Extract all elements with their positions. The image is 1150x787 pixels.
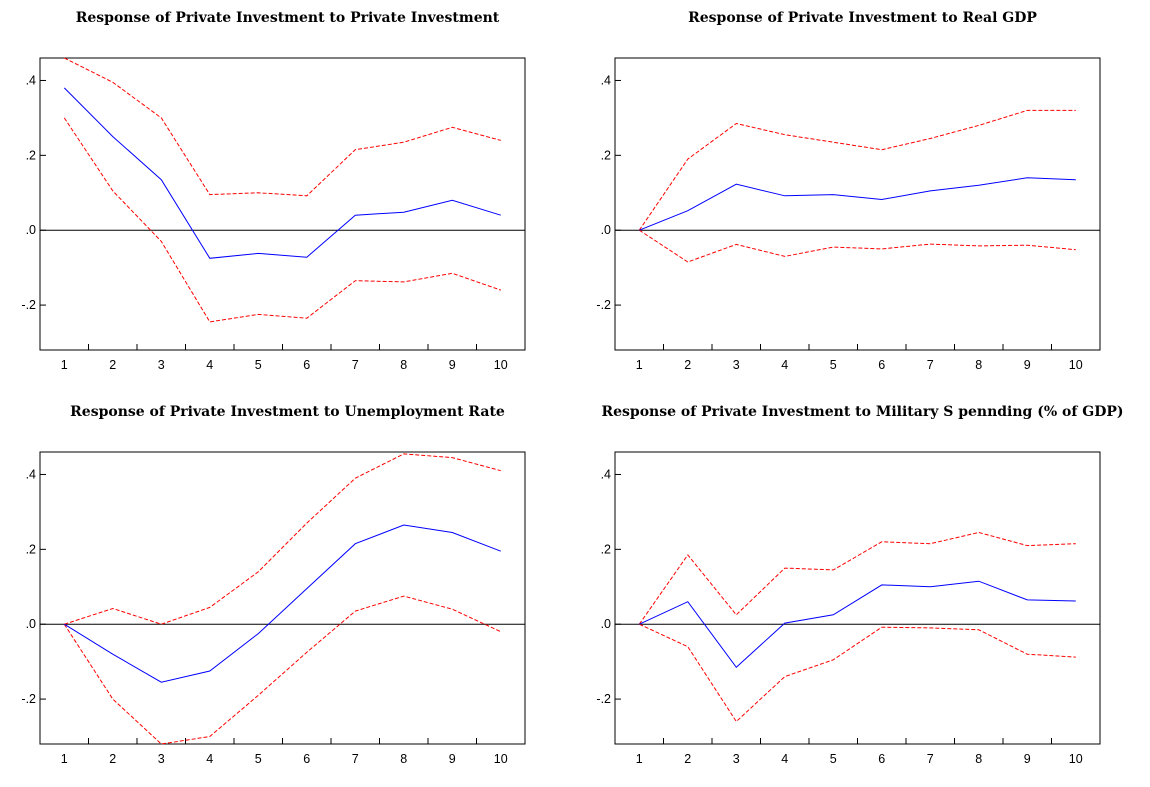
y-tick-label: .0 [26, 223, 36, 237]
chart-panel-private-investment: Response of Private Investment to Privat… [0, 0, 575, 393]
y-tick-label: -.2 [596, 298, 611, 312]
chart-plot: .4 .2 .0 -.2 1 2 3 4 5 6 7 8 9 10 [596, 451, 1101, 766]
y-tick-label: .0 [26, 617, 36, 631]
x-tick-label: 5 [255, 752, 262, 766]
chart-title: Response of Private Investment to Milita… [601, 404, 1124, 420]
lower-band-line [63, 595, 502, 745]
y-tick-label: .0 [601, 223, 611, 237]
plot-frame [614, 57, 1101, 351]
x-tick-label: 3 [733, 358, 740, 372]
x-tick-label: 1 [636, 752, 643, 766]
chart-plot: .4 .2 .0 -.2 1 2 3 4 5 6 7 8 9 10 [596, 57, 1101, 372]
x-tick-label: 5 [255, 358, 262, 372]
upper-band-line [64, 57, 501, 197]
chart-title: Response of Private Investment to Unempl… [70, 404, 505, 420]
x-tick-label: 8 [975, 752, 982, 766]
x-tick-label: 5 [830, 752, 837, 766]
x-tick-label: 4 [781, 752, 788, 766]
x-tick-label: 4 [781, 358, 788, 372]
chart-plot: .4 .2 .0 -.2 1 2 3 4 5 6 7 8 9 10 [21, 57, 526, 372]
x-tick-label: 6 [878, 358, 885, 372]
response-series-line [639, 580, 1076, 669]
x-tick-label: 9 [449, 358, 456, 372]
lower-band-line [63, 117, 501, 323]
y-tick-label: -.2 [21, 298, 36, 312]
x-tick-label: 10 [494, 358, 508, 372]
y-tick-label: .4 [601, 73, 611, 87]
x-tick-label: 6 [303, 752, 310, 766]
x-tick-label: 3 [158, 358, 165, 372]
plot-frame [614, 451, 1101, 745]
chart-panel-real-gdp: Response of Private Investment to Real G… [575, 0, 1150, 393]
lower-band-line [639, 623, 1076, 723]
y-tick-label: -.2 [596, 692, 611, 706]
x-tick-label: 2 [684, 358, 691, 372]
y-tick-label: .4 [26, 467, 36, 481]
y-tick-label: .4 [26, 73, 36, 87]
x-tick-label: 7 [927, 358, 934, 372]
x-tick-label: 9 [1024, 358, 1031, 372]
x-tick-label: 10 [494, 752, 508, 766]
x-tick-label: 3 [158, 752, 165, 766]
x-tick-label: 10 [1069, 358, 1083, 372]
x-tick-label: 9 [449, 752, 456, 766]
x-tick-label: 6 [303, 358, 310, 372]
y-tick-label: .2 [26, 542, 36, 556]
upper-band-line [638, 109, 1076, 231]
x-tick-label: 4 [206, 358, 213, 372]
plot-frame [39, 57, 526, 351]
x-tick-label: 1 [61, 358, 68, 372]
y-tick-label: .2 [601, 148, 611, 162]
chart-plot: .4 .2 .0 -.2 1 2 3 4 5 6 7 8 9 10 [21, 451, 526, 766]
plot-frame [39, 451, 526, 745]
lower-band-line [639, 229, 1076, 263]
x-tick-label: 2 [109, 358, 116, 372]
chart-title: Response of Private Investment to Real G… [688, 10, 1037, 26]
y-tick-label: .2 [26, 148, 36, 162]
chart-panel-unemployment-rate: Response of Private Investment to Unempl… [0, 394, 575, 787]
x-tick-label: 5 [830, 358, 837, 372]
response-series-line [64, 524, 501, 683]
x-tick-label: 8 [400, 752, 407, 766]
upper-band-line [638, 531, 1076, 625]
chart-title: Response of Private Investment to Privat… [75, 10, 500, 26]
x-tick-label: 3 [733, 752, 740, 766]
y-tick-label: .0 [601, 617, 611, 631]
y-tick-label: .2 [601, 542, 611, 556]
x-tick-label: 1 [636, 358, 643, 372]
x-tick-label: 7 [352, 752, 359, 766]
y-tick-label: -.2 [21, 692, 36, 706]
x-tick-label: 2 [109, 752, 116, 766]
upper-band-line [64, 453, 501, 625]
x-tick-label: 6 [878, 752, 885, 766]
x-tick-label: 8 [975, 358, 982, 372]
x-tick-label: 1 [61, 752, 68, 766]
y-tick-label: .4 [601, 467, 611, 481]
response-series-line [639, 177, 1076, 231]
chart-panel-military-spending: Response of Private Investment to Milita… [575, 394, 1150, 787]
x-tick-label: 7 [352, 358, 359, 372]
x-tick-label: 8 [400, 358, 407, 372]
x-tick-label: 9 [1024, 752, 1031, 766]
x-tick-label: 7 [927, 752, 934, 766]
x-tick-label: 4 [206, 752, 213, 766]
x-tick-label: 2 [684, 752, 691, 766]
x-tick-label: 10 [1069, 752, 1083, 766]
response-series-line [63, 87, 501, 259]
